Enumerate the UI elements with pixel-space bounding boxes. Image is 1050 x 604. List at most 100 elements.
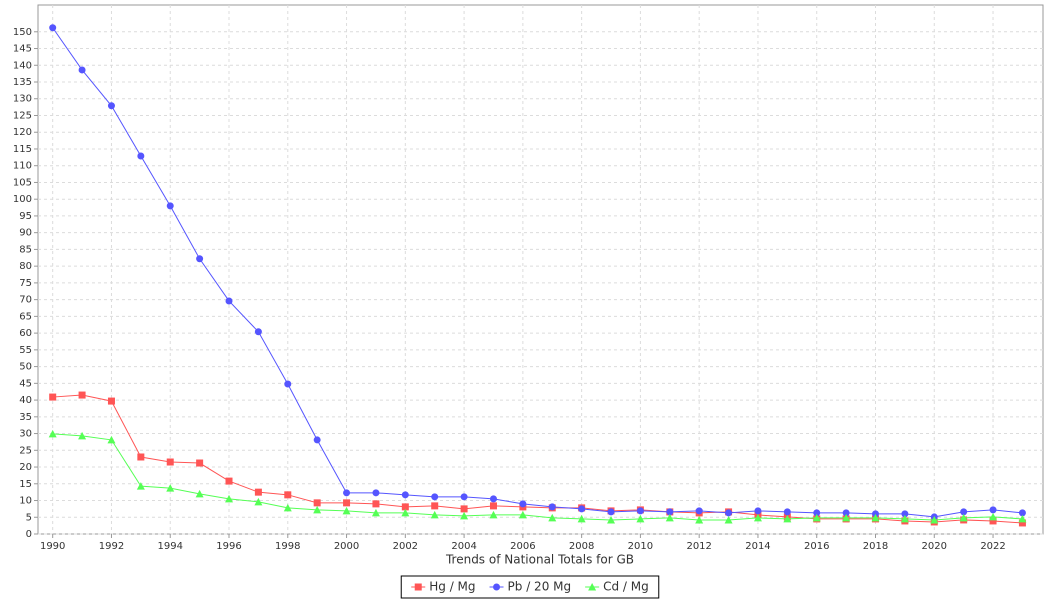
marker	[578, 505, 586, 513]
y-tick-label: 140	[13, 60, 32, 71]
y-tick-label: 80	[19, 261, 32, 272]
marker	[607, 515, 616, 524]
marker	[1018, 514, 1027, 523]
marker	[195, 489, 204, 498]
marker	[431, 493, 439, 501]
x-tick-label: 2012	[686, 541, 711, 552]
marker	[107, 102, 115, 110]
marker	[254, 328, 262, 336]
plot-area	[37, 4, 1044, 535]
marker	[225, 297, 233, 305]
x-tick-label: 2020	[922, 541, 947, 552]
marker	[401, 491, 409, 499]
marker	[989, 517, 997, 525]
y-tick-label: 30	[19, 429, 32, 440]
y-tick-label: 125	[13, 110, 32, 121]
y-tick-label: 130	[13, 94, 32, 105]
marker	[401, 508, 410, 517]
y-tick-label: 25	[19, 445, 32, 456]
x-tick-label: 1990	[40, 541, 65, 552]
marker	[783, 514, 792, 523]
marker	[548, 503, 556, 511]
marker	[753, 513, 762, 522]
legend-label: Pb / 20 Mg	[508, 580, 572, 594]
y-tick-label: 150	[13, 27, 32, 38]
marker	[48, 429, 57, 438]
x-tick-label: 2016	[804, 541, 829, 552]
marker	[666, 508, 674, 516]
y-tick-label: 90	[19, 228, 32, 239]
marker	[695, 507, 703, 515]
x-tick-label: 2008	[569, 541, 594, 552]
y-tick-label: 70	[19, 295, 32, 306]
marker	[989, 506, 997, 514]
legend: Hg / Mg Pb / 20 Mg Cd / Mg	[400, 575, 660, 599]
marker	[196, 255, 204, 263]
y-tick-label: 45	[19, 378, 32, 389]
marker	[518, 510, 527, 519]
marker	[695, 515, 704, 524]
x-axis-title: Trends of National Totals for GB	[445, 553, 634, 567]
marker	[813, 509, 821, 517]
y-tick-label: 120	[13, 127, 32, 138]
marker	[107, 397, 115, 405]
marker	[372, 489, 380, 497]
y-tick-label: 145	[13, 44, 32, 55]
marker	[284, 380, 292, 388]
marker	[196, 459, 204, 467]
marker	[724, 515, 733, 524]
legend-box	[400, 575, 660, 599]
series-line	[52, 27, 1023, 518]
marker	[489, 510, 498, 519]
marker	[900, 514, 909, 523]
marker	[137, 453, 145, 461]
marker	[166, 484, 175, 492]
marker	[636, 514, 645, 523]
y-tick-label: 15	[19, 479, 32, 490]
marker	[137, 152, 145, 160]
marker	[254, 488, 262, 496]
marker	[607, 508, 615, 516]
x-tick-label: 1994	[158, 541, 183, 552]
x-tick-label: 2018	[863, 541, 888, 552]
marker	[842, 509, 850, 517]
y-tick-label: 10	[19, 496, 32, 507]
marker	[343, 489, 351, 497]
y-tick-label: 115	[13, 144, 32, 155]
y-tick-label: 50	[19, 362, 32, 373]
marker	[812, 513, 821, 522]
marker	[989, 512, 998, 521]
marker	[577, 514, 586, 523]
x-tick-label: 2002	[393, 541, 418, 552]
marker	[313, 505, 322, 514]
y-tick-label: 100	[13, 194, 32, 205]
marker	[636, 507, 644, 515]
y-tick-label: 95	[19, 211, 32, 222]
marker	[401, 503, 409, 511]
marker	[548, 513, 557, 522]
y-tick-label: 105	[13, 177, 32, 188]
y-tick-label: 40	[19, 395, 32, 406]
marker	[283, 503, 292, 512]
x-tick-label: 2010	[628, 541, 653, 552]
marker	[166, 458, 174, 466]
marker	[871, 513, 880, 522]
marker	[665, 513, 674, 522]
marker	[872, 510, 879, 518]
y-tick-label: 0	[26, 529, 32, 540]
legend-label: Hg / Mg	[429, 580, 475, 594]
marker	[78, 431, 87, 440]
x-tick-label: 2006	[510, 541, 535, 552]
x-tick-label: 2014	[745, 541, 770, 552]
y-tick-label: 55	[19, 345, 32, 356]
y-tick-label: 135	[13, 77, 32, 88]
marker	[1018, 519, 1026, 527]
y-tick-label: 75	[19, 278, 32, 289]
marker	[460, 505, 468, 513]
marker	[754, 507, 762, 515]
marker	[372, 500, 380, 508]
y-tick-label: 5	[26, 512, 32, 523]
marker	[493, 583, 501, 591]
marker	[342, 506, 351, 515]
